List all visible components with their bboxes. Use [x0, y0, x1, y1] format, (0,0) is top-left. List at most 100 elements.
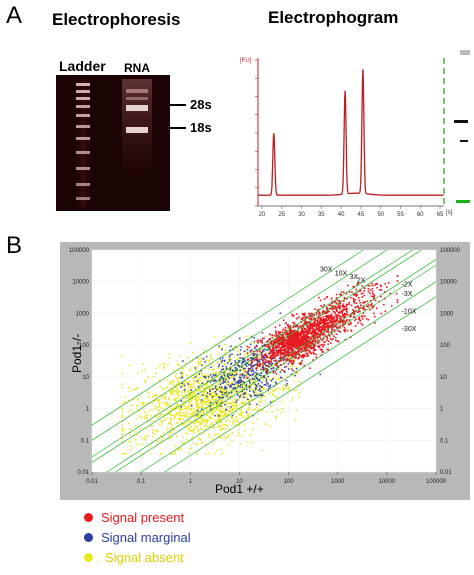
point-marginal: [205, 355, 208, 358]
point-absent: [260, 367, 262, 369]
point-present: [285, 351, 287, 354]
point-absent: [195, 426, 198, 428]
point-absent: [189, 391, 191, 394]
point-present: [297, 346, 299, 348]
point-present: [342, 315, 344, 318]
point-absent: [181, 372, 184, 375]
point-present: [361, 315, 363, 318]
point-absent: [227, 398, 229, 400]
point-absent: [169, 412, 171, 415]
point-absent: [230, 372, 233, 374]
point-absent: [171, 407, 174, 410]
point-present: [294, 339, 296, 342]
point-absent: [226, 377, 229, 379]
band-label-lines: [170, 104, 186, 129]
point-absent: [196, 416, 198, 418]
point-present: [335, 316, 338, 319]
scatter-y-tick-label-right: 1: [440, 407, 444, 413]
point-absent: [203, 394, 205, 397]
point-absent: [255, 375, 258, 377]
point-absent: [245, 372, 248, 375]
point-absent: [225, 400, 227, 403]
point-marginal: [218, 363, 221, 366]
point-present: [278, 343, 280, 346]
point-absent: [247, 388, 250, 390]
point-absent: [225, 390, 228, 392]
point-absent: [205, 386, 208, 389]
point-present: [380, 288, 383, 291]
point-absent: [211, 385, 214, 387]
point-absent: [231, 432, 234, 434]
point-absent: [248, 408, 250, 411]
point-absent: [136, 433, 139, 436]
point-absent: [124, 400, 126, 403]
point-marginal: [258, 394, 260, 396]
point-absent: [286, 375, 289, 378]
point-present: [259, 350, 261, 353]
point-absent: [286, 384, 289, 386]
point-present: [271, 344, 273, 346]
point-marginal: [247, 372, 249, 374]
point-absent: [236, 383, 238, 386]
point-absent: [169, 404, 171, 407]
point-absent: [190, 393, 192, 396]
point-absent: [171, 399, 174, 401]
point-absent: [187, 388, 190, 390]
point-absent: [209, 406, 212, 409]
point-marginal: [275, 383, 277, 385]
point-absent: [196, 406, 198, 409]
point-present: [348, 303, 350, 306]
point-absent: [187, 452, 190, 454]
point-absent: [170, 387, 173, 389]
point-marginal: [227, 375, 229, 378]
point-present: [331, 333, 333, 335]
point-present: [309, 341, 311, 343]
point-absent: [143, 379, 146, 382]
point-absent: [226, 392, 229, 394]
point-absent: [261, 375, 264, 378]
point-absent: [219, 401, 221, 403]
point-present: [291, 337, 294, 340]
point-present: [303, 334, 305, 336]
point-present: [296, 344, 299, 347]
point-absent: [208, 360, 210, 363]
point-present: [300, 354, 302, 357]
point-absent: [205, 410, 208, 412]
point-absent: [144, 381, 147, 383]
point-marginal: [256, 358, 259, 361]
point-present: [286, 345, 288, 348]
point-present: [293, 335, 296, 337]
point-present: [304, 344, 306, 346]
point-absent: [165, 387, 168, 389]
point-absent: [136, 407, 139, 410]
scatter-y-tick-label-left: 1000: [76, 311, 90, 317]
point-absent: [238, 414, 241, 416]
point-absent: [200, 424, 202, 426]
point-marginal: [250, 363, 252, 365]
point-marginal: [265, 365, 268, 367]
point-marginal: [262, 355, 265, 358]
point-marginal: [285, 379, 288, 382]
point-marginal: [272, 370, 275, 372]
electro-x-tick-label: 40: [338, 212, 345, 218]
point-present: [265, 360, 268, 363]
point-absent: [227, 394, 229, 396]
point-absent: [223, 413, 226, 416]
point-present: [341, 323, 344, 326]
point-absent: [193, 420, 196, 423]
point-absent: [237, 383, 240, 386]
point-present: [257, 359, 260, 362]
point-present: [274, 370, 277, 373]
point-present: [329, 325, 332, 328]
point-absent: [203, 432, 205, 434]
point-marginal: [244, 363, 247, 366]
point-absent: [226, 393, 228, 395]
point-present: [336, 317, 339, 319]
point-absent: [185, 406, 188, 409]
point-present: [339, 293, 341, 295]
point-marginal: [236, 364, 239, 366]
point-absent: [235, 416, 237, 418]
point-marginal: [243, 388, 246, 391]
point-present: [314, 340, 317, 343]
point-absent: [239, 423, 241, 425]
